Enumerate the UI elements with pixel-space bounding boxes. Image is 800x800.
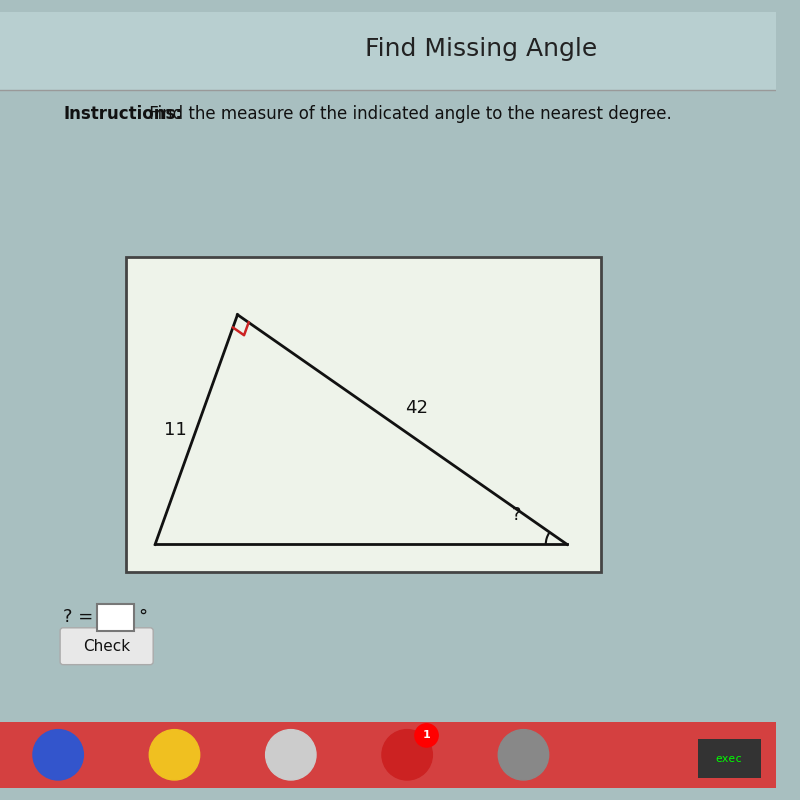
Bar [0,722,775,788]
Text: Check: Check [83,638,130,654]
Text: ?: ? [512,506,522,524]
Bar [126,257,601,571]
Circle shape [498,730,549,780]
Text: 1: 1 [422,730,430,741]
Bar [97,603,134,630]
Circle shape [33,730,83,780]
FancyBboxPatch shape [60,628,153,665]
Bar [698,739,761,778]
Circle shape [266,730,316,780]
Bar [0,12,775,90]
Text: °: ° [138,608,148,626]
Text: exec: exec [715,754,742,764]
Text: ? =: ? = [63,608,94,626]
Circle shape [150,730,200,780]
Text: Find the measure of the indicated angle to the nearest degree.: Find the measure of the indicated angle … [145,105,672,123]
Text: 11: 11 [164,421,186,438]
Text: Find Missing Angle: Find Missing Angle [365,37,597,61]
Circle shape [415,724,438,747]
Text: 42: 42 [406,399,428,418]
Circle shape [382,730,432,780]
Text: Instructions:: Instructions: [63,105,182,123]
